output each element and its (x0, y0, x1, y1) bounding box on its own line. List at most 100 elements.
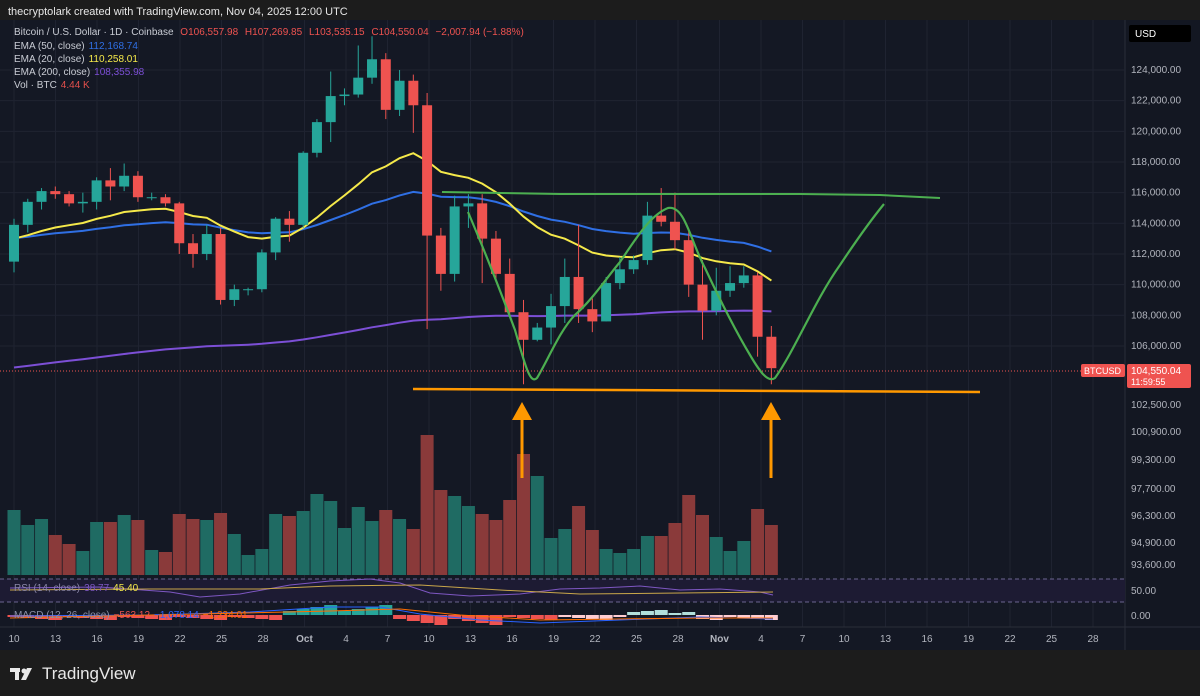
ema20-label: EMA (20, close) (14, 54, 85, 65)
ema50-legend[interactable]: EMA (50, close) 112,168.74 (14, 41, 138, 52)
candlesticks (9, 36, 777, 385)
close-value: C104,550.04 (371, 27, 429, 38)
volume-bar (310, 494, 324, 575)
candle-body (532, 327, 543, 340)
macd-bar (613, 615, 627, 617)
macd-bar (475, 615, 489, 623)
volume-bar (365, 521, 379, 575)
price-axis[interactable] (1125, 20, 1200, 650)
candle-body (697, 284, 708, 311)
volume-bar (296, 511, 310, 575)
volume-label: Vol · BTC (14, 80, 57, 91)
macd-bar (572, 615, 586, 618)
macd-bar (337, 611, 351, 615)
volume-bar (572, 506, 586, 575)
candle-body (298, 152, 309, 225)
low-value: L103,535.15 (308, 27, 365, 38)
macd-bar (420, 615, 434, 623)
candle-body (449, 206, 460, 274)
w-pattern-line[interactable] (466, 203, 885, 381)
rsi-legend[interactable]: RSI (14, close) 38.77 45.40 (14, 583, 138, 594)
volume-bar (35, 519, 49, 575)
volume-bar (627, 549, 641, 575)
volume-bar (640, 536, 654, 575)
date-label: 10 (8, 634, 20, 645)
macd-legend[interactable]: MACD (12, 26, close) −563.12 −1,078.14 −1,2… (14, 610, 248, 621)
price-label: 100,900.00 (1131, 427, 1181, 438)
candle-body (394, 80, 405, 110)
macd-bar (558, 615, 572, 617)
currency-badge[interactable] (1129, 25, 1191, 42)
volume-bar (227, 534, 241, 575)
volume-bar (723, 551, 737, 575)
ema20-legend[interactable]: EMA (20, close) 110,258.01 (14, 54, 138, 65)
candle-body (311, 122, 322, 153)
candle-body (215, 234, 226, 300)
ema200-line (13, 309, 772, 369)
volume-bar (544, 538, 558, 575)
candle-body (229, 289, 240, 300)
volume-bar (682, 495, 696, 575)
volume-bar (503, 500, 517, 575)
macd-bar (737, 615, 751, 618)
volume-bar (475, 514, 489, 575)
date-label: 22 (174, 634, 186, 645)
candle-body (422, 105, 433, 236)
drawings[interactable] (412, 191, 981, 478)
neckline[interactable] (441, 191, 941, 199)
price-label: 112,000.00 (1131, 249, 1181, 260)
date-label: 28 (672, 634, 684, 645)
volume-bar (420, 435, 434, 575)
macd-bar (214, 615, 228, 620)
candle-body (587, 309, 598, 322)
candle-body (9, 224, 19, 262)
volume-bar (145, 550, 159, 575)
candle-body (284, 218, 295, 225)
candle-body (546, 306, 557, 328)
volume-bar (62, 544, 76, 575)
date-label: 13 (880, 634, 892, 645)
volume-bar (448, 496, 462, 575)
candle-body (160, 197, 171, 204)
candle-body (256, 252, 267, 290)
candle-body (105, 180, 116, 187)
volume-bar (393, 519, 407, 575)
up-arrow-icon (512, 402, 532, 478)
price-label: 94,900.00 (1131, 538, 1176, 549)
macd-bar (158, 615, 172, 620)
tradingview-logo[interactable]: TradingView (10, 664, 136, 684)
candle-body (614, 269, 625, 284)
candle-body (408, 80, 419, 106)
volume-legend[interactable]: Vol · BTC 4.44 K (14, 80, 90, 91)
candle-body (752, 275, 763, 337)
symbol-legend: Bitcoin / U.S. Dollar · 1D · Coinbase O1… (14, 27, 524, 38)
candle-body (339, 94, 350, 97)
macd-label: MACD (12, 26, close) (14, 610, 110, 621)
volume-bar (337, 528, 351, 575)
tradingview-wordmark: TradingView (42, 664, 136, 683)
candle-body (50, 191, 61, 195)
support-line[interactable] (412, 387, 981, 394)
macd-bar (585, 615, 599, 619)
macd-bar (530, 615, 544, 619)
macd-bar (21, 615, 35, 618)
volume-bar (599, 549, 613, 575)
candle-body (725, 283, 736, 291)
macd-signal-value: −1,234.01 (202, 610, 248, 621)
candle-body (477, 203, 488, 239)
ema200-label: EMA (200, close) (14, 67, 91, 78)
macd-bar (172, 615, 186, 617)
rsi-line (9, 578, 774, 598)
macd-bar (324, 605, 338, 615)
date-label: 25 (216, 634, 228, 645)
date-axis[interactable]: 10 13 16 19 22 25 28 Oct 4 7 10 13 16 19 22 25 28 Nov 4 7 10… (8, 634, 1099, 645)
ema200-legend[interactable]: EMA (200, close) 108,355.98 (14, 67, 144, 78)
volume-bar (269, 514, 283, 575)
countdown: 11:59:55 (1131, 377, 1165, 387)
candle-body (380, 59, 391, 110)
macd-bar (516, 615, 530, 618)
candle-body (22, 201, 33, 225)
candle-body (573, 276, 584, 310)
candle-body (36, 191, 47, 202)
